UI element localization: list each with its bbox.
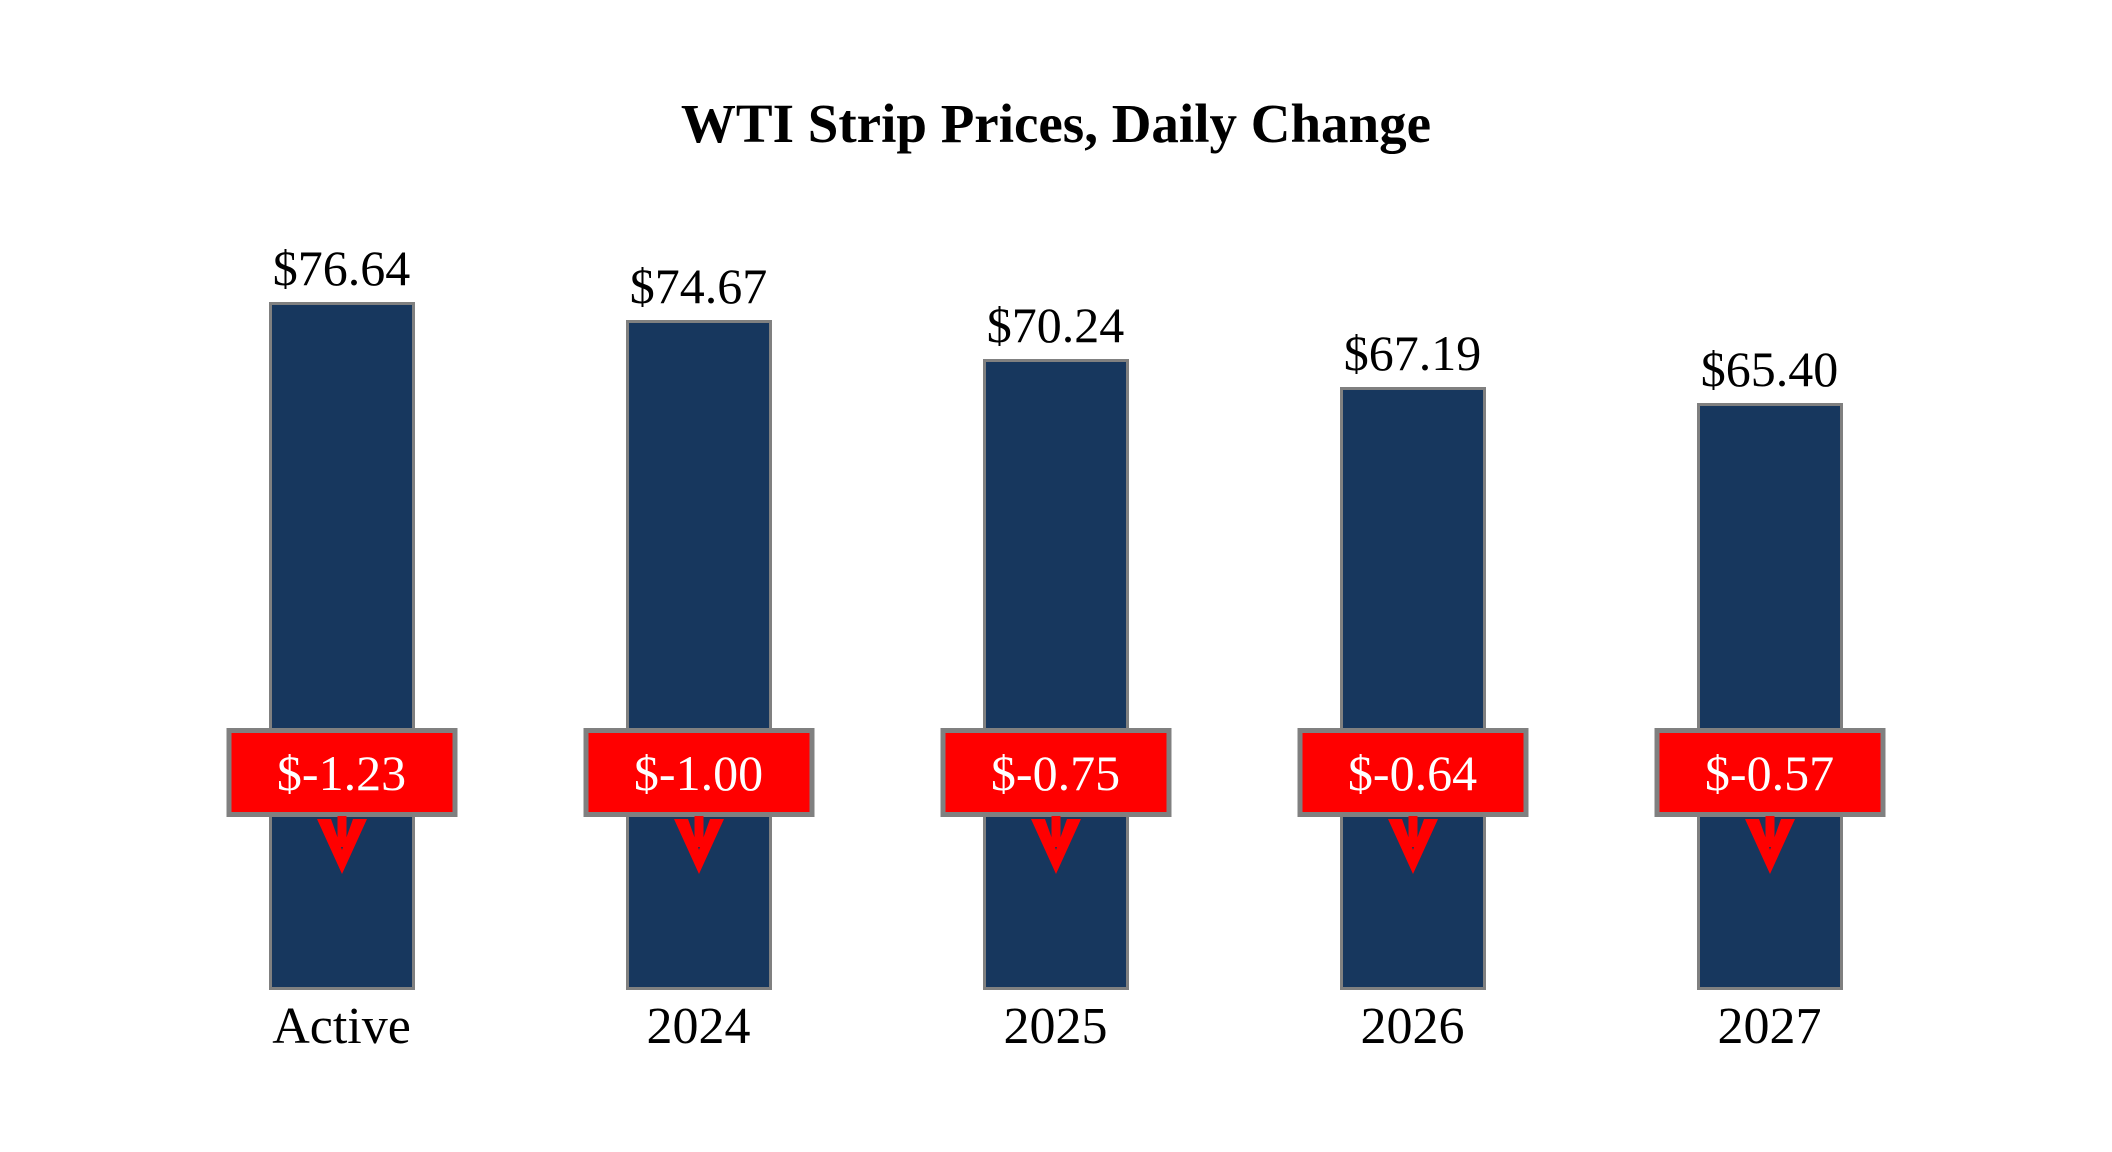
- change-badge: $-0.57: [1654, 728, 1885, 817]
- bar: [625, 320, 772, 990]
- category-label: Active: [272, 998, 411, 1055]
- down-arrow-icon: [1387, 816, 1438, 874]
- bar: [268, 302, 415, 990]
- change-label: $-1.23: [276, 744, 407, 801]
- price-label: $74.67: [629, 258, 768, 314]
- bar: [982, 359, 1129, 990]
- chart-title: WTI Strip Prices, Daily Change: [680, 93, 1432, 154]
- down-arrow-icon: [673, 816, 724, 874]
- price-label: $65.40: [1700, 341, 1839, 397]
- price-label: $76.64: [272, 240, 411, 296]
- category-label: 2025: [1003, 998, 1108, 1055]
- bar-group-active: $76.64 $-1.23 Active: [163, 0, 520, 1152]
- category-label: 2027: [1717, 998, 1822, 1055]
- change-badge: $-1.23: [226, 728, 457, 817]
- down-arrow-icon: [1744, 816, 1795, 874]
- bar-group-2027: $65.40 $-0.57 2027: [1591, 0, 1948, 1152]
- change-label: $-0.75: [990, 744, 1121, 801]
- change-badge: $-0.75: [940, 728, 1171, 817]
- bar: [1696, 403, 1843, 990]
- plot-area: $76.64 $-1.23 Active $74.67 $-1.00 2024 …: [163, 0, 1948, 1152]
- bar-group-2024: $74.67 $-1.00 2024: [520, 0, 877, 1152]
- category-label: 2024: [646, 998, 751, 1055]
- bar-group-2025: $70.24 $-0.75 2025: [877, 0, 1234, 1152]
- change-label: $-0.57: [1704, 744, 1835, 801]
- change-label: $-1.00: [633, 744, 764, 801]
- price-label: $67.19: [1343, 325, 1482, 381]
- bar: [1339, 387, 1486, 990]
- down-arrow-icon: [316, 816, 367, 874]
- down-arrow-icon: [1030, 816, 1081, 874]
- change-label: $-0.64: [1347, 744, 1478, 801]
- change-badge: $-1.00: [583, 728, 814, 817]
- change-badge: $-0.64: [1297, 728, 1528, 817]
- category-label: 2026: [1360, 998, 1465, 1055]
- price-label: $70.24: [986, 297, 1125, 353]
- bar-group-2026: $67.19 $-0.64 2026: [1234, 0, 1591, 1152]
